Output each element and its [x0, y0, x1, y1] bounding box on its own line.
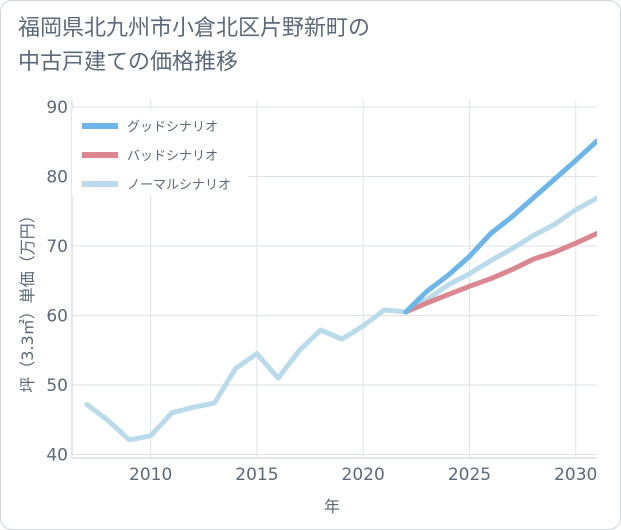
x-tick-label: 2030: [554, 465, 597, 485]
y-tick-label: 40: [46, 446, 68, 466]
tick-labels: 40 50 60 70 80 90 2010 2015 2020 2025 2030: [46, 98, 597, 485]
series-line-2: [84, 195, 597, 443]
x-tick-label: 2020: [342, 465, 385, 485]
chart-title: 福岡県北九州市小倉北区片野新町の 中古戸建ての価格推移: [18, 12, 370, 80]
y-tick-label: 50: [46, 376, 68, 396]
series-line-1: [403, 231, 597, 315]
x-tick-label: 2015: [235, 465, 278, 485]
series-lines: [84, 138, 597, 443]
x-tick-label: 2025: [448, 465, 491, 485]
x-tick-label: 2010: [129, 465, 172, 485]
series-line-0: [403, 138, 597, 315]
chart-title-line-1: 福岡県北九州市小倉北区片野新町の: [18, 16, 371, 41]
y-tick-label: 90: [46, 98, 68, 118]
x-axis-label: 年: [324, 497, 340, 516]
legend-label: バッドシナリオ: [127, 149, 218, 164]
legend-label: ノーマルシナリオ: [127, 178, 231, 193]
chart-title-line-2: 中古戸建ての価格推移: [18, 50, 239, 75]
y-tick-label: 80: [46, 167, 68, 187]
y-axis-label: 坪（3.3㎡）単価（万円）: [18, 207, 37, 392]
y-tick-label: 70: [46, 237, 68, 257]
y-tick-label: 60: [46, 306, 68, 326]
legend-label: グッドシナリオ: [127, 120, 218, 135]
